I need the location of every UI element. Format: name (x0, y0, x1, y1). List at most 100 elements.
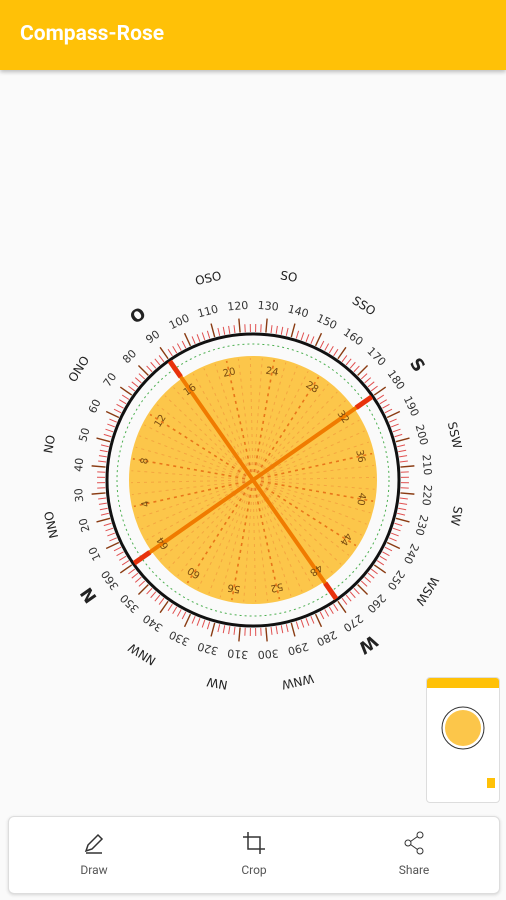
tick (113, 408, 122, 414)
crop-label: Crop (241, 863, 267, 877)
tick (373, 564, 387, 574)
tick (137, 364, 149, 376)
toolbar: Draw Crop Share (8, 816, 500, 894)
ray (243, 487, 253, 602)
tick (137, 584, 149, 596)
tick (357, 364, 369, 376)
ray (257, 383, 329, 475)
tick (119, 399, 127, 405)
inner-label: 4 (140, 499, 152, 508)
tick (159, 600, 169, 614)
share-button[interactable]: Share (374, 831, 454, 877)
ray (186, 486, 250, 584)
ray (192, 373, 250, 474)
tick (285, 624, 289, 633)
direction-label: SSW (445, 421, 465, 451)
ray (131, 480, 246, 496)
tick (146, 365, 153, 373)
tick (399, 455, 408, 458)
tick (105, 541, 120, 550)
tick (337, 600, 347, 614)
inner-label: 56 (227, 581, 241, 594)
tick (196, 617, 201, 626)
tick (353, 587, 360, 595)
tick (99, 507, 108, 511)
ray (260, 441, 370, 478)
tick (265, 627, 268, 642)
tick (398, 449, 407, 453)
tick (341, 355, 348, 363)
degree-label: 60 (86, 397, 104, 415)
draw-button[interactable]: Draw (54, 831, 134, 877)
tick (233, 626, 236, 635)
tick (395, 517, 410, 523)
tick (105, 527, 114, 532)
degree-label: 120 (227, 299, 249, 314)
tick (109, 537, 117, 542)
tick (265, 318, 268, 333)
ray (260, 480, 375, 490)
thumbnail[interactable] (426, 677, 500, 803)
direction-label: O (127, 304, 150, 329)
tick (370, 385, 378, 392)
tick (337, 346, 347, 360)
tick (206, 330, 211, 339)
direction-label: N (77, 583, 102, 606)
tick (196, 334, 201, 343)
cardinal-mark (167, 359, 183, 379)
tick (270, 626, 273, 635)
ray (214, 363, 251, 473)
degree-label: 240 (401, 541, 422, 566)
degree-label: 20 (76, 517, 92, 534)
tick (394, 433, 403, 438)
degree-label: 260 (364, 591, 388, 615)
ray (260, 464, 375, 480)
tick (386, 410, 401, 419)
degree-label: 10 (86, 545, 104, 563)
ray (255, 487, 292, 597)
tick (400, 465, 415, 468)
tick (228, 626, 231, 635)
ray (253, 359, 275, 473)
tick (280, 625, 284, 634)
inner-label: 40 (354, 492, 367, 506)
tick (96, 437, 111, 443)
direction-label: ONO (65, 354, 92, 385)
degree-label: 270 (341, 612, 366, 635)
tick (399, 502, 408, 505)
tick (328, 606, 334, 614)
direction-label: WNW (280, 671, 315, 692)
direction-label: SW (448, 505, 465, 527)
ray (256, 486, 314, 587)
tick (386, 541, 401, 550)
tick (397, 512, 406, 516)
tick (373, 386, 387, 396)
cardinal-line (171, 364, 255, 482)
tick (167, 348, 173, 357)
tick (176, 609, 182, 617)
ray (254, 362, 287, 473)
tick (99, 449, 108, 453)
ray (257, 485, 333, 573)
tick (379, 399, 387, 405)
tick (128, 385, 136, 392)
crop-button[interactable]: Crop (214, 831, 294, 877)
tick (399, 497, 408, 500)
ray (256, 370, 309, 474)
tick (167, 603, 173, 612)
ray (260, 480, 374, 502)
ray (253, 487, 281, 600)
tick (398, 507, 407, 511)
tick (128, 568, 136, 575)
degree-label: 140 (286, 302, 310, 320)
ray (260, 481, 371, 514)
ray (164, 395, 248, 475)
tick (96, 517, 111, 523)
tick (116, 403, 124, 409)
tick (314, 332, 323, 347)
degree-label: 90 (143, 328, 162, 347)
tick (103, 522, 112, 527)
tick (353, 365, 360, 373)
tick (121, 560, 130, 566)
